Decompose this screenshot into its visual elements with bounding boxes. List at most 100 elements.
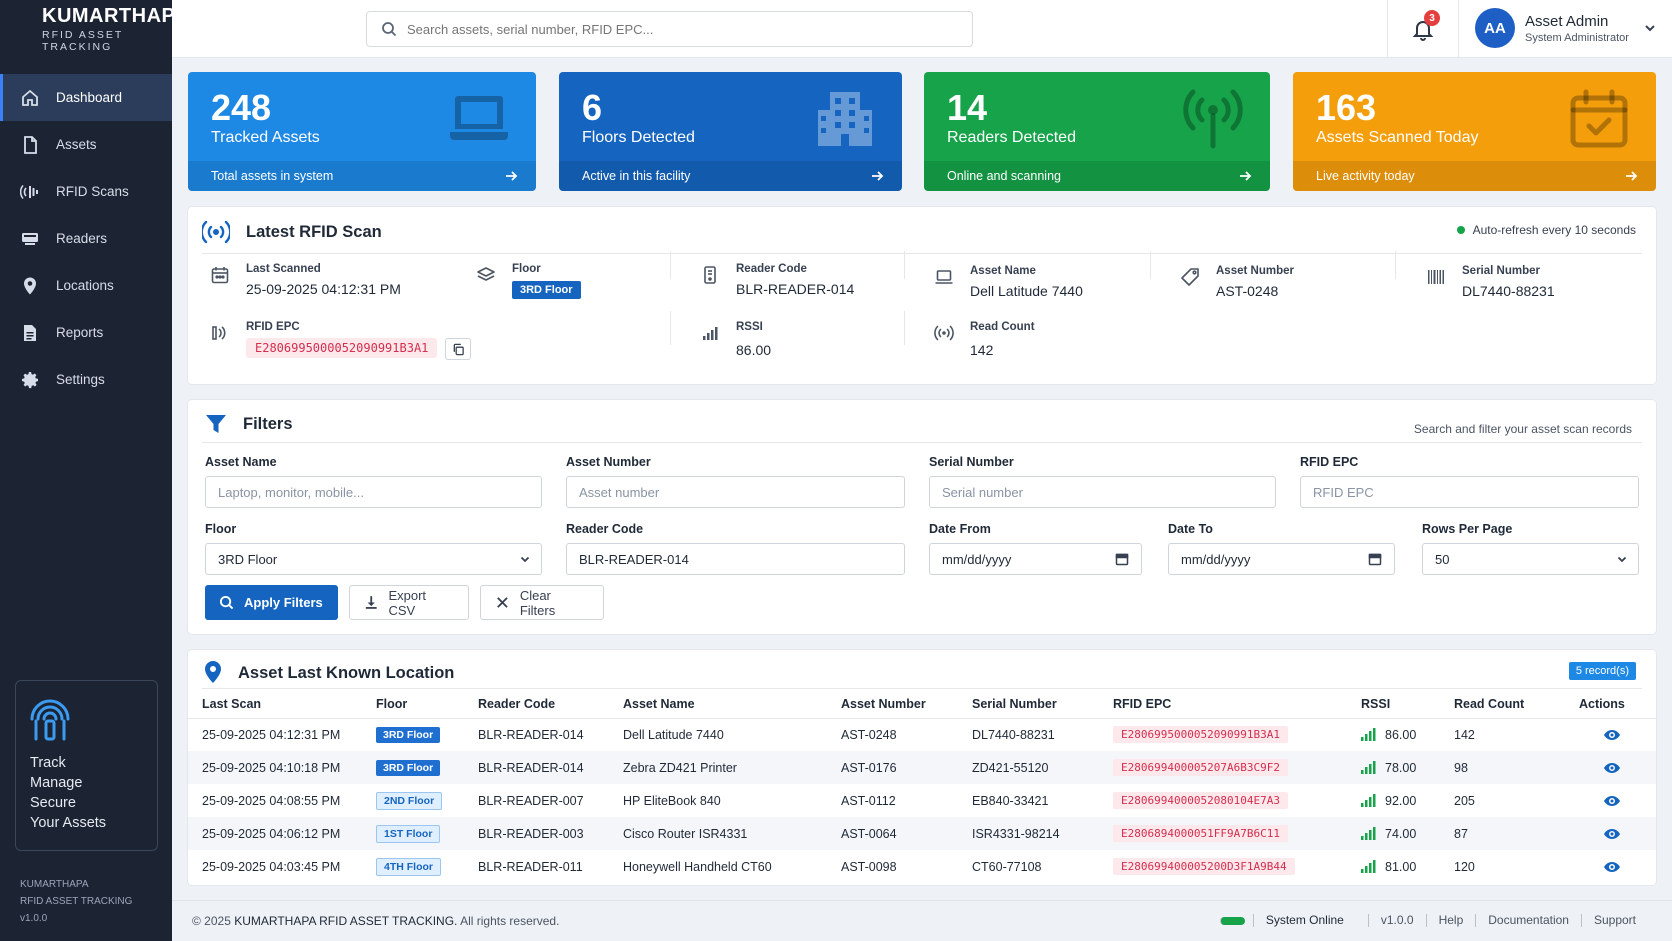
field-value: 25-09-2025 04:12:31 PM bbox=[246, 281, 401, 297]
floor-select[interactable]: 3RD Floor bbox=[205, 543, 542, 575]
online-dot bbox=[1219, 916, 1245, 925]
apply-filters-button[interactable]: Apply Filters bbox=[205, 585, 338, 620]
eye-icon[interactable] bbox=[1603, 759, 1621, 777]
eye-icon[interactable] bbox=[1603, 858, 1621, 876]
column-header[interactable]: RSSI bbox=[1361, 690, 1454, 719]
laptop-icon bbox=[935, 270, 953, 284]
column-header[interactable]: Serial Number bbox=[972, 690, 1113, 719]
sidebar-item-settings[interactable]: Settings bbox=[0, 356, 172, 403]
date-to-placeholder: mm/dd/yyyy bbox=[1181, 551, 1251, 567]
rows-per-page-select[interactable]: 50 bbox=[1422, 543, 1639, 575]
cell-read-count: 142 bbox=[1454, 727, 1475, 742]
layers-icon bbox=[477, 267, 495, 281]
locations-title: Asset Last Known Location bbox=[238, 664, 455, 682]
user-menu[interactable]: AA Asset Admin System Administrator bbox=[1475, 8, 1657, 48]
sidebar-item-reports[interactable]: Reports bbox=[0, 309, 172, 356]
cell-last-scan: 25-09-2025 04:10:18 PM bbox=[188, 751, 376, 784]
table-row[interactable]: 25-09-2025 04:06:12 PM 1ST Floor BLR-READE… bbox=[188, 817, 1656, 850]
sidebar-footer-version: v1.0.0 bbox=[20, 913, 48, 924]
serial-number-input[interactable] bbox=[942, 484, 1275, 500]
cell-actions bbox=[1579, 850, 1656, 883]
rfid-epc-value: E2806995000052090991B3A1 bbox=[246, 338, 438, 359]
date-from-field[interactable]: mm/dd/yyyy bbox=[929, 543, 1142, 575]
reader-code-field[interactable]: BLR-READER-014 bbox=[566, 543, 905, 575]
sidebar-item-assets[interactable]: Assets bbox=[0, 121, 172, 168]
footer-link-help[interactable]: Help bbox=[1425, 914, 1476, 927]
stat-footer-text: Live activity today bbox=[1316, 169, 1415, 183]
column-header[interactable]: Asset Name bbox=[623, 690, 841, 719]
column-header[interactable]: Floor bbox=[376, 690, 478, 719]
date-to-field[interactable]: mm/dd/yyyy bbox=[1168, 543, 1395, 575]
cell-read-count: 87 bbox=[1454, 817, 1579, 850]
cell-asset-number: AST-0098 bbox=[841, 859, 897, 874]
search-input[interactable] bbox=[407, 21, 947, 37]
eye-icon[interactable] bbox=[1603, 825, 1621, 843]
cell-read-count: 205 bbox=[1454, 793, 1475, 808]
copyright-company: KUMARTHAPA RFID ASSET TRACKING. bbox=[234, 914, 458, 928]
stat-card-tracked-assets[interactable]: 248 Tracked Assets Total assets in syste… bbox=[188, 72, 536, 191]
divider bbox=[202, 253, 1642, 254]
cell-rfid-epc: E2806995000052090991B3A1 bbox=[1113, 718, 1361, 751]
serial-number-field[interactable] bbox=[929, 476, 1276, 508]
table-row[interactable]: 25-09-2025 04:10:18 PM 3RD Floor BLR-READE… bbox=[188, 751, 1656, 784]
rfid-epc-value: E2806994000052080104E7A3 bbox=[1113, 792, 1288, 809]
eye-icon[interactable] bbox=[1603, 792, 1621, 810]
copy-epc-button[interactable] bbox=[445, 338, 472, 360]
column-header[interactable]: Reader Code bbox=[478, 690, 623, 719]
stat-footer-text: Online and scanning bbox=[947, 169, 1061, 183]
floor-badge: 3RD Floor bbox=[376, 759, 441, 776]
sidebar-item-locations[interactable]: Locations bbox=[0, 262, 172, 309]
column-header[interactable]: Read Count bbox=[1454, 690, 1579, 719]
stat-card-readers[interactable]: 14 Readers Detected Online and scanning bbox=[924, 72, 1270, 191]
stat-card-scanned-today[interactable]: 163 Assets Scanned Today Live activity t… bbox=[1293, 72, 1656, 191]
sidebar-item-dashboard[interactable]: Dashboard bbox=[0, 74, 172, 121]
asset-number-field[interactable] bbox=[566, 476, 905, 508]
topbar: 3 AA Asset Admin System Administrator bbox=[172, 0, 1672, 58]
asset-number-input[interactable] bbox=[579, 484, 904, 500]
notifications-button[interactable] bbox=[1387, 0, 1459, 58]
column-header[interactable]: Last Scan bbox=[188, 690, 376, 719]
rfid-tag-icon bbox=[30, 699, 70, 741]
stat-card-floors[interactable]: 6 Floors Detected Active in this facilit… bbox=[559, 72, 902, 191]
stat-footer: Total assets in system bbox=[188, 161, 536, 191]
field-rssi: RSSI 86.00 bbox=[700, 321, 771, 358]
eye-icon[interactable] bbox=[1603, 726, 1621, 744]
column-header: Actions bbox=[1579, 690, 1656, 719]
brand-name: KUMARTHAPA bbox=[42, 4, 189, 27]
clear-filters-button[interactable]: Clear Filters bbox=[480, 585, 604, 620]
rfid-epc-input[interactable] bbox=[1313, 484, 1638, 500]
sidebar-item-label: Readers bbox=[56, 231, 108, 246]
cell-actions bbox=[1579, 817, 1656, 850]
search-box[interactable] bbox=[366, 11, 973, 47]
locations-table-body: 25-09-2025 04:12:31 PM 3RD Floor BLR-READE… bbox=[188, 718, 1656, 883]
sidebar-item-label: Dashboard bbox=[56, 90, 123, 105]
cell-serial-number: DL7440-88231 bbox=[972, 727, 1055, 742]
asset-name-field[interactable] bbox=[205, 476, 542, 508]
divider bbox=[1395, 251, 1396, 279]
export-csv-button[interactable]: Export CSV bbox=[349, 585, 469, 620]
asset-name-input[interactable] bbox=[218, 484, 541, 500]
table-row[interactable]: 25-09-2025 04:03:45 PM 4TH Floor BLR-READE… bbox=[188, 850, 1656, 883]
sidebar-item-readers[interactable]: Readers bbox=[0, 215, 172, 262]
cell-floor: 1ST Floor bbox=[376, 817, 478, 850]
footer-link-documentation[interactable]: Documentation bbox=[1475, 914, 1581, 927]
table-row[interactable]: 25-09-2025 04:12:31 PM 3RD Floor BLR-READE… bbox=[188, 718, 1656, 751]
promo-line: Track bbox=[30, 755, 66, 771]
location-pin-icon bbox=[24, 277, 36, 294]
sidebar-item-rfid-scans[interactable]: RFID Scans bbox=[0, 168, 172, 215]
avatar: AA bbox=[1475, 8, 1515, 48]
sidebar-item-label: Reports bbox=[56, 325, 104, 340]
floor-badge: 2ND Floor bbox=[376, 791, 443, 810]
rfid-epc-field[interactable] bbox=[1300, 476, 1639, 508]
footer-link-support[interactable]: Support bbox=[1580, 914, 1648, 927]
sidebar-item-label: Settings bbox=[56, 372, 105, 387]
rows-per-page-label: Rows Per Page bbox=[1422, 522, 1513, 536]
table-row[interactable]: 25-09-2025 04:08:55 PM 2ND Floor BLR-READE… bbox=[188, 784, 1656, 817]
column-header[interactable]: RFID EPC bbox=[1113, 690, 1361, 719]
latest-scan-title: Latest RFID Scan bbox=[246, 223, 382, 241]
date-from-label: Date From bbox=[929, 522, 991, 536]
column-header[interactable]: Asset Number bbox=[841, 690, 972, 719]
copyright-prefix: © 2025 bbox=[192, 914, 231, 928]
cell-serial-number: CT60-77108 bbox=[972, 859, 1042, 874]
divider bbox=[904, 251, 905, 279]
